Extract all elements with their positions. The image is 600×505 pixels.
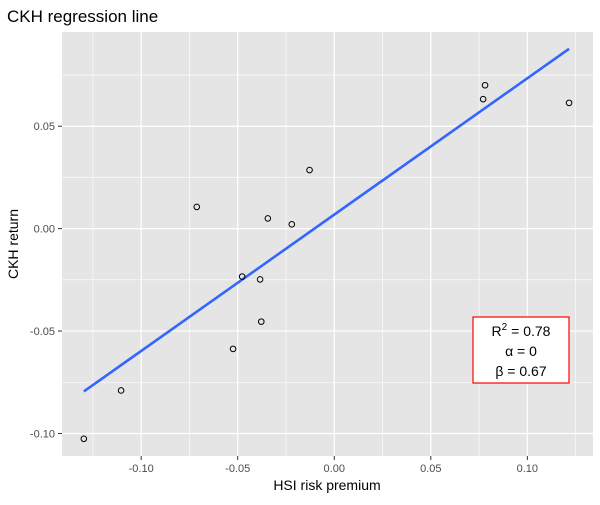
data-point (193, 203, 201, 211)
y-tick-label: -0.10 (30, 428, 55, 440)
x-tick-label: -0.10 (129, 463, 154, 475)
beta-label: β = 0.67 (495, 363, 546, 379)
data-point (264, 215, 272, 222)
x-tick-label: -0.05 (225, 463, 250, 475)
x-tick-label: 0.10 (517, 463, 538, 475)
data-point (481, 81, 489, 89)
data-points (80, 81, 573, 443)
r-squared-label: R2 = 0.78 (492, 322, 551, 339)
x-tick-label: 0.05 (420, 463, 441, 475)
data-point (306, 166, 313, 174)
regression-line (83, 47, 570, 393)
r-squared-superscript: 2 (502, 322, 508, 333)
stats-box (472, 316, 570, 384)
data-point (257, 318, 265, 325)
y-axis-title: CKH return (5, 209, 21, 279)
regression-layer (83, 47, 570, 393)
data-point (288, 221, 296, 228)
plot-panel (62, 32, 593, 456)
data-point (479, 95, 487, 103)
r-squared-symbol: R (492, 323, 502, 339)
data-point (565, 99, 573, 107)
alpha-label: α = 0 (505, 343, 537, 359)
data-point (117, 387, 125, 394)
axis-ticks: -0.10 -0.05 0.00 0.05 0.10 -0.10 -0.05 0.00 0.05 (30, 121, 538, 475)
x-axis-title: HSI risk premium (273, 477, 380, 493)
data-point (80, 435, 88, 443)
data-point (229, 345, 237, 353)
x-tick-label: 0.00 (324, 463, 345, 475)
data-point (256, 276, 264, 283)
grid-lines (62, 32, 593, 456)
chart-title: CKH regression line (7, 7, 158, 26)
y-tick-label: 0.00 (34, 224, 55, 236)
y-tick-label: 0.05 (34, 121, 55, 133)
stats-annotation: R2 = 0.78 α = 0 β = 0.67 (472, 316, 570, 384)
y-tick-label: -0.05 (30, 326, 55, 338)
r-squared-value: = 0.78 (507, 323, 550, 339)
data-point (238, 273, 246, 280)
